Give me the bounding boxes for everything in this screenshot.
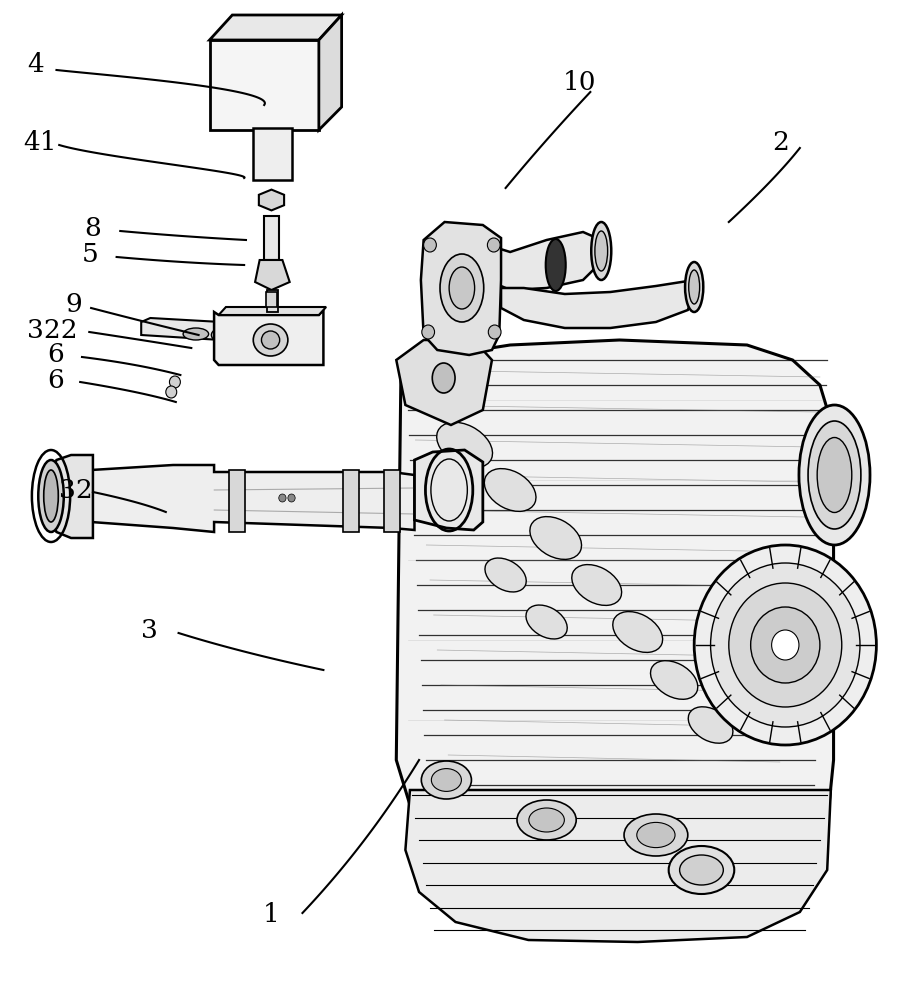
Ellipse shape bbox=[421, 761, 472, 799]
Ellipse shape bbox=[485, 558, 527, 592]
Ellipse shape bbox=[637, 822, 675, 848]
Ellipse shape bbox=[211, 327, 241, 343]
Ellipse shape bbox=[432, 769, 461, 791]
Ellipse shape bbox=[669, 846, 734, 894]
Bar bbox=[343, 470, 359, 532]
Ellipse shape bbox=[595, 231, 608, 271]
Ellipse shape bbox=[650, 661, 698, 699]
Text: 4: 4 bbox=[27, 52, 44, 78]
Polygon shape bbox=[214, 310, 323, 365]
Circle shape bbox=[288, 494, 295, 502]
Ellipse shape bbox=[38, 460, 64, 532]
Text: 6: 6 bbox=[47, 342, 64, 367]
Text: 2: 2 bbox=[773, 129, 790, 154]
Ellipse shape bbox=[183, 328, 209, 340]
Ellipse shape bbox=[440, 254, 484, 322]
Ellipse shape bbox=[253, 324, 288, 356]
Text: 41: 41 bbox=[23, 129, 56, 154]
Polygon shape bbox=[421, 222, 501, 355]
Polygon shape bbox=[415, 450, 483, 530]
Bar bbox=[266, 292, 277, 307]
Text: 8: 8 bbox=[85, 217, 101, 241]
Ellipse shape bbox=[436, 422, 493, 468]
Circle shape bbox=[487, 238, 500, 252]
Circle shape bbox=[694, 545, 876, 745]
Polygon shape bbox=[210, 40, 319, 130]
Text: 9: 9 bbox=[66, 292, 82, 318]
Ellipse shape bbox=[685, 262, 703, 312]
Text: 3: 3 bbox=[141, 617, 159, 643]
Circle shape bbox=[166, 386, 177, 398]
Polygon shape bbox=[396, 340, 492, 425]
Ellipse shape bbox=[572, 565, 621, 605]
Ellipse shape bbox=[613, 612, 662, 652]
Ellipse shape bbox=[817, 438, 852, 512]
Ellipse shape bbox=[624, 814, 688, 856]
Ellipse shape bbox=[449, 267, 475, 309]
Circle shape bbox=[729, 583, 842, 707]
Ellipse shape bbox=[261, 331, 280, 349]
Ellipse shape bbox=[688, 707, 733, 743]
Ellipse shape bbox=[591, 222, 611, 280]
Ellipse shape bbox=[485, 469, 536, 511]
Bar bbox=[253, 128, 292, 180]
Polygon shape bbox=[405, 790, 831, 942]
Ellipse shape bbox=[517, 800, 576, 840]
Bar bbox=[229, 470, 245, 532]
Ellipse shape bbox=[799, 405, 870, 545]
Polygon shape bbox=[210, 15, 342, 40]
Circle shape bbox=[711, 563, 860, 727]
Ellipse shape bbox=[528, 808, 565, 832]
Text: 5: 5 bbox=[82, 242, 98, 267]
Ellipse shape bbox=[526, 605, 568, 639]
Circle shape bbox=[772, 630, 799, 660]
Ellipse shape bbox=[546, 239, 566, 291]
Circle shape bbox=[279, 494, 286, 502]
Polygon shape bbox=[255, 260, 290, 290]
Ellipse shape bbox=[680, 855, 723, 885]
Polygon shape bbox=[259, 190, 284, 210]
Text: 32: 32 bbox=[59, 478, 93, 502]
Ellipse shape bbox=[530, 517, 581, 559]
Circle shape bbox=[751, 607, 820, 683]
Polygon shape bbox=[319, 15, 342, 130]
Polygon shape bbox=[141, 318, 310, 345]
Ellipse shape bbox=[217, 330, 235, 340]
Polygon shape bbox=[465, 232, 601, 290]
Polygon shape bbox=[91, 465, 415, 532]
Bar bbox=[267, 290, 278, 312]
Ellipse shape bbox=[689, 270, 700, 304]
Polygon shape bbox=[219, 307, 326, 315]
Polygon shape bbox=[46, 455, 93, 538]
Circle shape bbox=[422, 325, 435, 339]
Bar bbox=[384, 470, 400, 532]
Ellipse shape bbox=[433, 363, 456, 393]
Text: 1: 1 bbox=[262, 902, 279, 928]
Text: 10: 10 bbox=[563, 70, 597, 95]
Polygon shape bbox=[264, 216, 279, 260]
Circle shape bbox=[488, 325, 501, 339]
Polygon shape bbox=[501, 280, 694, 328]
Circle shape bbox=[169, 376, 180, 388]
Text: 6: 6 bbox=[47, 367, 64, 392]
Ellipse shape bbox=[44, 470, 58, 522]
Circle shape bbox=[424, 238, 436, 252]
Text: 322: 322 bbox=[27, 318, 78, 342]
Ellipse shape bbox=[808, 421, 861, 529]
Polygon shape bbox=[396, 340, 834, 920]
